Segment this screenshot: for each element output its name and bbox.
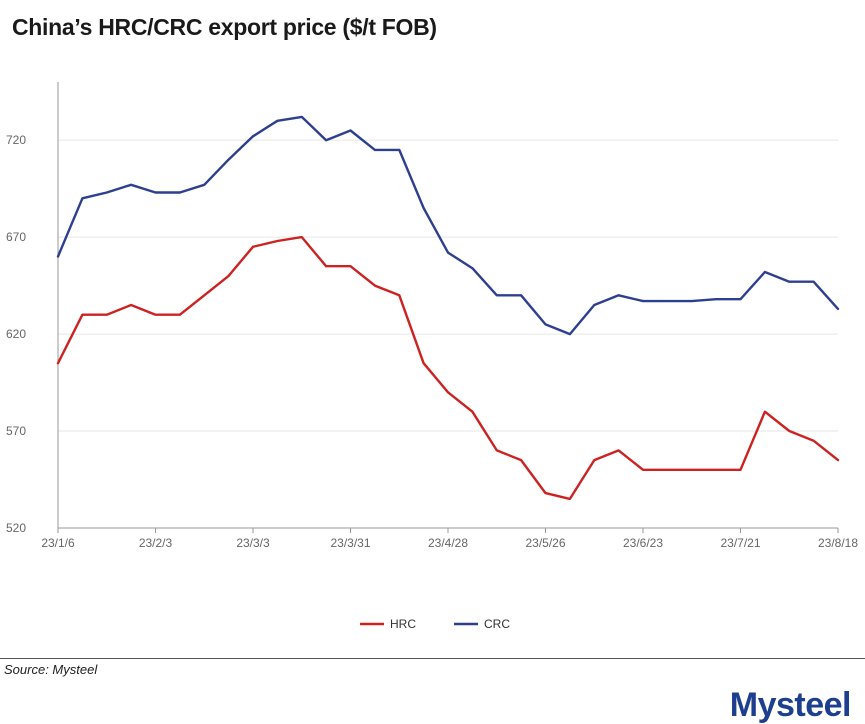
y-tick-label: 670 bbox=[6, 230, 26, 244]
series-lines bbox=[58, 117, 838, 499]
x-axis-ticks: 23/1/6 23/2/3 23/3/3 23/3/31 23/4/28 23/5/26 2… bbox=[41, 528, 858, 550]
y-tick-label: 720 bbox=[6, 133, 26, 147]
legend-label-crc: CRC bbox=[484, 617, 510, 631]
x-tick-label: 23/3/31 bbox=[330, 536, 370, 550]
x-tick-label: 23/7/21 bbox=[720, 536, 760, 550]
mysteel-logo: Mysteel bbox=[730, 688, 851, 722]
source-note: Source: Mysteel bbox=[4, 662, 97, 677]
y-tick-label: 520 bbox=[6, 521, 26, 535]
y-tick-label: 570 bbox=[6, 424, 26, 438]
x-tick-label: 23/5/26 bbox=[525, 536, 565, 550]
x-tick-label: 23/4/28 bbox=[428, 536, 468, 550]
series-line-crc bbox=[58, 117, 838, 334]
x-tick-label: 23/2/3 bbox=[139, 536, 173, 550]
x-tick-label: 23/8/18 bbox=[818, 536, 858, 550]
x-tick-label: 23/1/6 bbox=[41, 536, 75, 550]
series-line-hrc bbox=[58, 237, 838, 499]
x-tick-label: 23/6/23 bbox=[623, 536, 663, 550]
legend: HRC CRC bbox=[360, 617, 510, 631]
y-axis-ticks: 520 570 620 670 720 bbox=[6, 133, 26, 535]
legend-label-hrc: HRC bbox=[390, 617, 416, 631]
footer-divider bbox=[0, 658, 865, 659]
x-tick-label: 23/3/3 bbox=[236, 536, 270, 550]
y-tick-label: 620 bbox=[6, 327, 26, 341]
gridlines bbox=[58, 140, 838, 431]
line-chart: 520 570 620 670 720 23/1/6 23/2/3 23/3/3 23/3/3… bbox=[0, 0, 865, 650]
